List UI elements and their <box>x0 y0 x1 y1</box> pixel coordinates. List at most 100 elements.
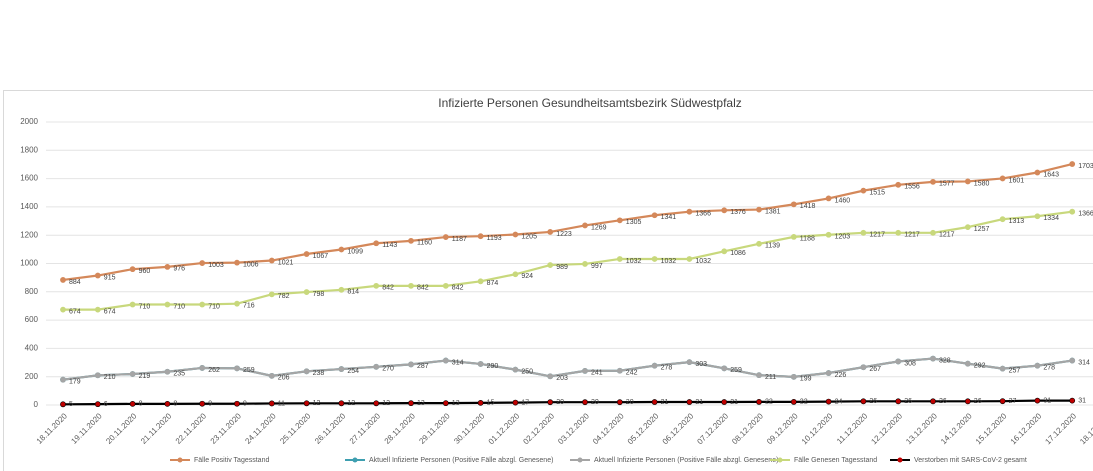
point <box>686 208 693 215</box>
point <box>1069 208 1076 215</box>
data-label: 782 <box>278 293 290 300</box>
series-line <box>63 210 1073 311</box>
data-label: 270 <box>382 366 394 373</box>
point <box>303 289 310 295</box>
point <box>756 372 762 379</box>
point <box>616 399 623 406</box>
data-label: 278 <box>1043 365 1055 372</box>
point <box>616 367 623 374</box>
data-label: 1269 <box>591 224 607 231</box>
point <box>94 272 101 279</box>
point <box>930 178 936 185</box>
data-label: 842 <box>417 285 429 292</box>
point <box>825 195 832 202</box>
legend-label: Fälle Genesen Tagesstand <box>794 457 877 464</box>
data-label: 842 <box>382 285 394 292</box>
point <box>199 365 206 371</box>
point <box>408 361 414 368</box>
point <box>790 398 797 405</box>
series-line <box>62 162 1073 282</box>
point <box>408 282 414 289</box>
point <box>547 373 554 380</box>
point <box>582 261 588 267</box>
y-tick-label: 0 <box>34 400 39 409</box>
data-label: 22 <box>765 399 773 406</box>
point <box>199 400 206 407</box>
legend-label: Verstorben mit SARS-CoV-2 gesamt <box>914 457 1027 464</box>
data-label: 11 <box>278 400 285 407</box>
data-label: 1006 <box>243 261 259 268</box>
point <box>964 360 971 367</box>
data-label: 1643 <box>1043 171 1059 178</box>
point <box>999 365 1006 372</box>
data-label: 1032 <box>695 258 711 265</box>
point <box>860 364 867 371</box>
data-label: 250 <box>521 368 533 375</box>
point <box>338 286 345 293</box>
data-label: 960 <box>139 268 151 275</box>
point <box>651 212 658 219</box>
point <box>164 301 171 308</box>
data-label: 13 <box>417 400 425 407</box>
point <box>129 400 136 407</box>
y-tick-label: 1600 <box>20 174 38 183</box>
point <box>651 256 658 262</box>
point <box>442 400 449 407</box>
data-label: 308 <box>904 360 916 367</box>
data-label: 211 <box>765 374 776 381</box>
point <box>964 398 971 405</box>
point <box>338 366 345 372</box>
data-label: 21 <box>730 399 738 406</box>
y-tick-label: 200 <box>25 372 39 381</box>
point <box>860 398 867 405</box>
data-label: 1187 <box>452 236 467 243</box>
point <box>999 398 1006 405</box>
series-line <box>62 357 1073 381</box>
point <box>1034 169 1041 176</box>
point <box>825 231 832 238</box>
data-label: 15 <box>487 400 495 407</box>
legend-marker <box>897 457 903 463</box>
point <box>895 398 902 405</box>
point <box>234 400 240 407</box>
point <box>477 278 484 285</box>
data-label: 226 <box>835 372 847 379</box>
point <box>512 399 519 406</box>
point <box>303 251 310 257</box>
point <box>373 282 380 289</box>
data-label: 303 <box>695 361 707 368</box>
point <box>408 237 414 244</box>
data-label: 710 <box>139 303 151 310</box>
data-label: 241 <box>591 370 603 377</box>
point <box>860 229 867 236</box>
data-label: 1305 <box>626 219 642 226</box>
data-label: 6 <box>104 401 108 408</box>
point <box>442 357 449 364</box>
data-label: 292 <box>974 363 986 370</box>
data-label: 1334 <box>1043 215 1059 222</box>
data-label: 17 <box>521 399 529 406</box>
point <box>234 365 240 372</box>
legend-marker <box>177 457 183 463</box>
data-label: 12 <box>382 400 390 407</box>
data-label: 1160 <box>417 240 432 247</box>
point <box>999 216 1006 223</box>
data-label: 259 <box>243 367 255 374</box>
data-label: 1366 <box>1078 211 1093 218</box>
point <box>512 231 519 238</box>
point <box>234 259 240 266</box>
y-tick-label: 600 <box>25 315 39 324</box>
data-label: 22 <box>800 399 808 406</box>
data-label: 257 <box>1009 367 1021 374</box>
data-label: 1577 <box>939 181 955 188</box>
point <box>164 400 171 407</box>
point <box>825 370 832 376</box>
point <box>756 398 762 405</box>
point <box>94 401 101 408</box>
data-label: 924 <box>521 273 533 280</box>
point <box>60 376 66 383</box>
point <box>268 291 275 298</box>
data-label: 674 <box>69 308 81 315</box>
